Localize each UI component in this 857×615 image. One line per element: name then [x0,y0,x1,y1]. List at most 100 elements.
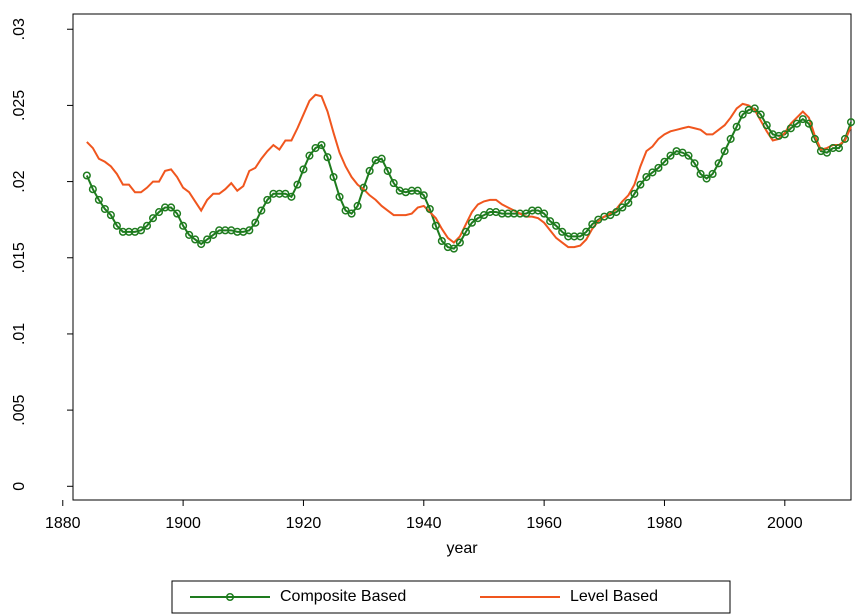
data-point [606,211,615,220]
data-point [678,148,687,157]
data-point [191,235,200,244]
legend-marker [225,592,235,602]
data-point [263,195,272,204]
y-tick-label: .01 [11,323,28,345]
data-point [311,144,320,153]
data-point [780,130,789,139]
data-point [558,227,567,236]
data-point [305,151,314,160]
data-point [732,122,741,131]
data-point [726,134,735,143]
series-line [86,93,852,249]
data-point [594,215,603,224]
data-point [293,180,302,189]
data-point [522,209,531,218]
data-point [94,195,103,204]
data-point [209,230,218,239]
data-point [299,165,308,174]
data-point [365,166,374,175]
data-point [281,189,290,198]
data-point [756,110,765,119]
data-point [287,192,296,201]
data-point [479,211,489,220]
data-point [690,159,699,168]
data-point [341,206,350,215]
data-point [455,238,464,247]
data-point [834,144,844,153]
data-point [413,186,422,195]
data-point [636,180,645,189]
data-point [810,134,819,143]
data-point [467,218,476,227]
y-tick-label: .015 [11,242,28,273]
data-point [383,166,392,175]
data-point [329,172,338,182]
data-point [473,214,482,223]
data-point [804,119,813,128]
data-point [82,171,91,180]
data-point [142,221,152,230]
data-point [148,214,158,223]
data-point [154,208,164,217]
data-point [798,115,807,124]
data-point [786,124,795,133]
legend-label: Composite Based [280,588,406,605]
data-point [720,147,729,156]
data-point [534,206,543,215]
data-point [106,211,115,220]
data-point [136,226,146,235]
data-point [359,183,368,192]
data-point [696,169,705,179]
y-tick-label: 0 [11,482,28,491]
data-point [654,163,663,172]
x-tick-label: 1900 [165,515,201,532]
y-tick-label: .005 [11,394,28,425]
data-point [112,221,121,230]
x-tick-label: 1880 [45,515,81,532]
data-point [546,217,555,226]
data-point [185,230,194,239]
data-point [618,203,627,212]
data-point [419,191,428,200]
data-point [347,209,356,218]
data-point [750,104,759,113]
data-point [762,121,771,130]
data-point [431,221,440,230]
data-point [630,189,639,198]
data-point [612,208,621,217]
data-point [660,157,669,166]
data-point [353,201,362,211]
data-point [437,236,446,246]
data-point [714,159,723,168]
data-point [203,235,212,244]
data-point [540,209,549,218]
data-point [377,154,386,163]
data-point [576,232,585,241]
legend-label: Level Based [570,588,658,605]
data-point [846,118,856,127]
data-point [389,179,398,188]
x-axis-label: year [446,540,478,557]
data-point [461,227,470,236]
x-tick-label: 1960 [526,515,562,532]
data-point [425,204,434,214]
data-point [642,172,651,182]
data-point [792,119,801,128]
data-point [173,209,182,218]
y-tick-label: .025 [11,90,28,121]
data-point [588,220,597,229]
data-point [684,151,693,160]
plot-frame [72,13,852,501]
y-tick-label: .02 [11,170,28,192]
x-tick-label: 1980 [647,515,683,532]
data-point [738,110,747,119]
data-point [167,203,176,212]
data-point [449,244,458,253]
data-point [648,168,657,177]
data-point [88,185,97,194]
data-point [335,192,344,201]
data-point [323,153,332,162]
data-point [257,206,266,215]
